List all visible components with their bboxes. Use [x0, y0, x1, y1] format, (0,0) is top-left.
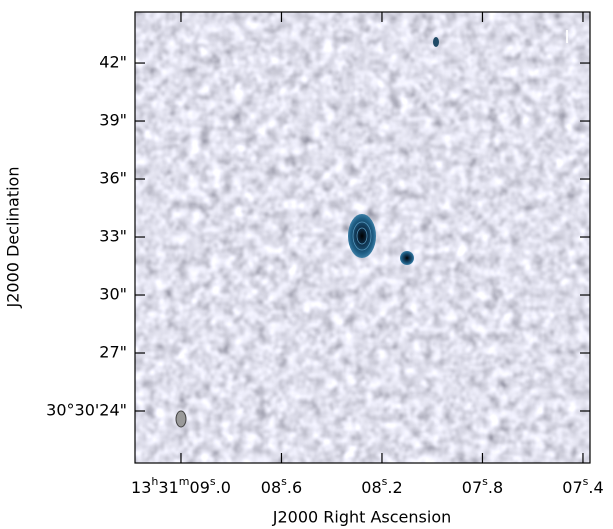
- y-axis-label: J2000 Declination: [4, 167, 23, 309]
- y-tick-label: 39": [99, 111, 127, 130]
- contour: [352, 221, 372, 251]
- y-tick-label: 33": [99, 227, 127, 246]
- source: [348, 214, 376, 258]
- x-tick-label: 08s.6: [261, 475, 302, 497]
- source: [433, 37, 439, 47]
- y-tick-label: 42": [99, 53, 127, 72]
- y-tick-label: 30°30'24": [46, 400, 127, 419]
- beam: [175, 410, 187, 428]
- source: [400, 251, 414, 265]
- x-tick-label: 07s.8: [462, 475, 503, 497]
- x-tick-label: 07s.4: [562, 475, 603, 497]
- x-tick-label: 08s.2: [361, 475, 402, 497]
- y-tick-label: 30": [99, 285, 127, 304]
- panel-label: I: [564, 27, 569, 48]
- y-tick-label: 36": [99, 169, 127, 188]
- y-tick-label: 27": [99, 343, 127, 362]
- contour: [356, 227, 368, 245]
- image: [135, 12, 590, 463]
- x-tick-label: 13h31m09s.0: [131, 475, 231, 497]
- x-axis-label: J2000 Right Ascension: [272, 508, 452, 527]
